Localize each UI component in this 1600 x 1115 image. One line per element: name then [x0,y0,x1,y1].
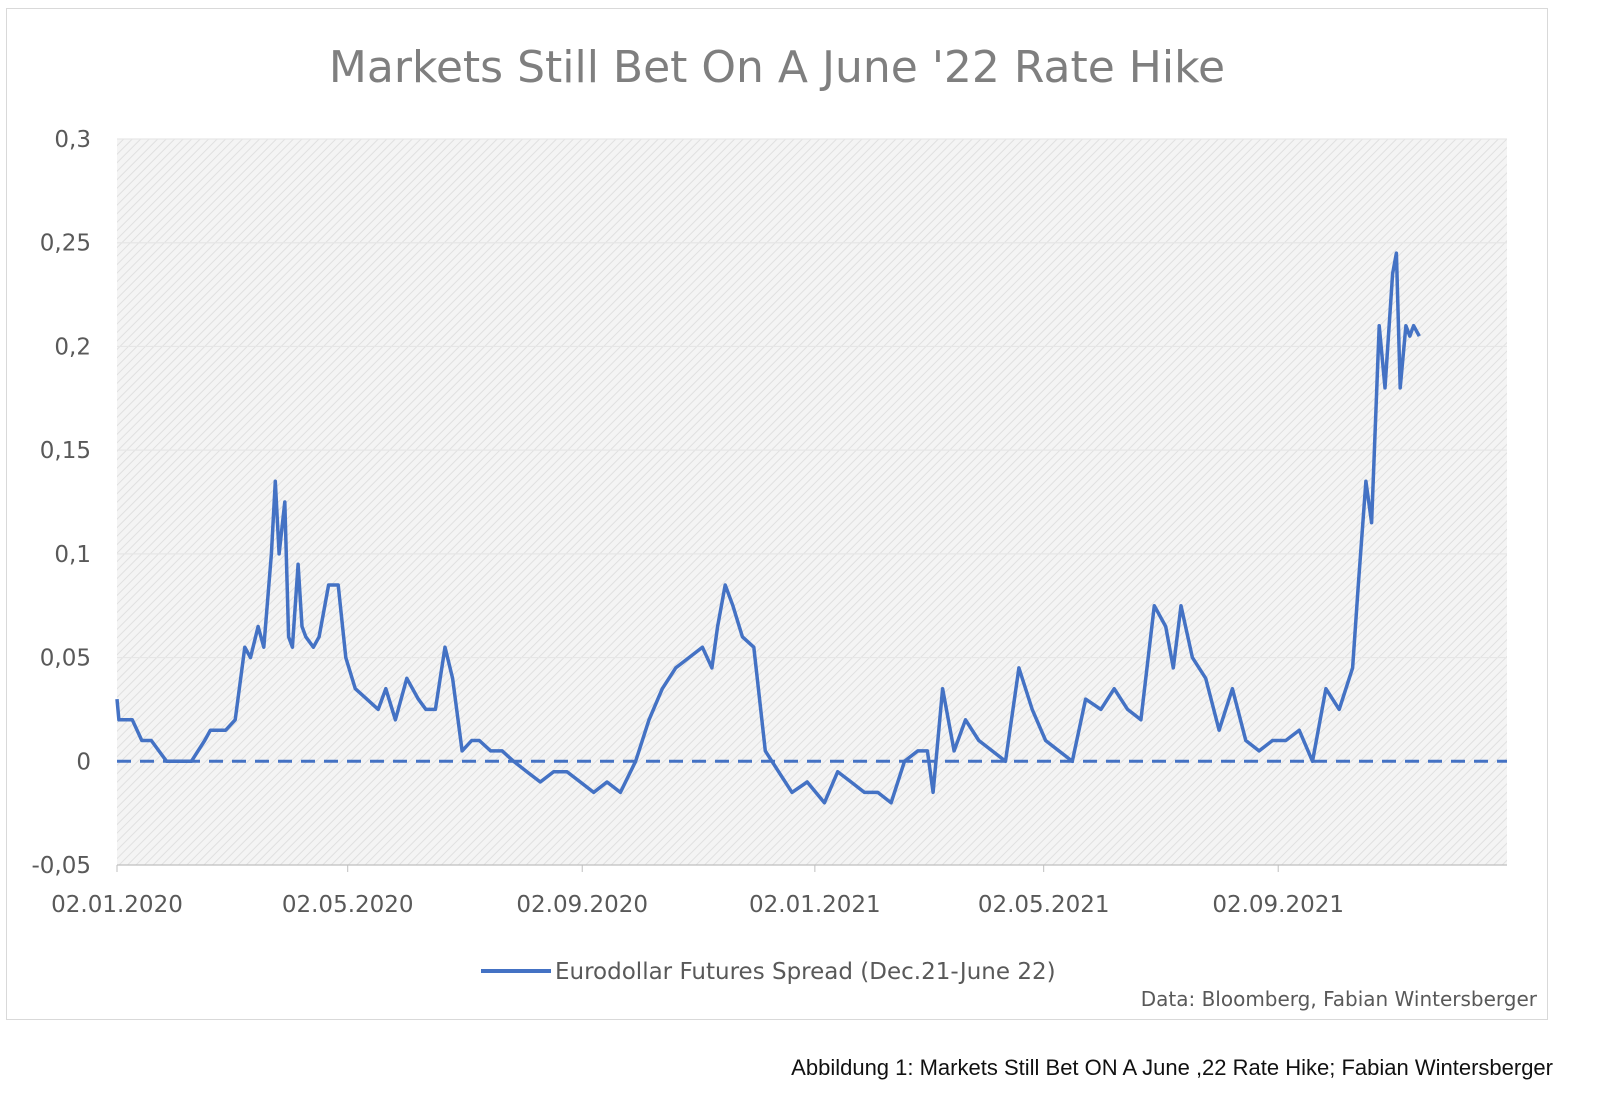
series-line-eurodollar-spread [115,251,1421,805]
y-tick-labels: 0,3 0,25 0,2 0,15 0,1 0,05 0 -0,05 [31,127,91,879]
x-tick-label: 02.05.2021 [978,892,1110,918]
chart-frame: Markets Still Bet On A June '22 Rate Hik… [6,8,1548,1020]
plot-area [117,139,1507,865]
x-tick-label: 02.09.2021 [1212,892,1344,918]
y-tick-label: -0,05 [31,853,91,879]
x-tick-label: 02.01.2021 [749,892,881,918]
x-tick-labels: 02.01.2020 02.05.2020 02.09.2020 02.01.2021… [51,892,1344,918]
y-tick-label: 0,05 [40,646,91,672]
chart-title: Markets Still Bet On A June '22 Rate Hik… [329,42,1225,93]
gridlines [117,138,1507,866]
source-note: Data: Bloomberg, Fabian Wintersberger [1141,987,1538,1011]
y-tick-label: 0,25 [40,231,91,257]
y-tick-label: 0,1 [54,542,91,568]
figure-caption: Abbildung 1: Markets Still Bet ON A June… [791,1055,1553,1080]
y-tick-label: 0 [76,749,91,775]
chart-svg: Markets Still Bet On A June '22 Rate Hik… [31,42,1538,1011]
y-tick-label: 0,15 [40,438,91,464]
x-axis-ticks [116,865,1279,872]
y-tick-label: 0,2 [54,334,91,360]
legend: Eurodollar Futures Spread (Dec.21-June 2… [481,959,1056,985]
y-tick-label: 0,3 [54,127,91,153]
x-tick-label: 02.09.2020 [516,892,648,918]
x-tick-label: 02.05.2020 [282,892,414,918]
legend-label: Eurodollar Futures Spread (Dec.21-June 2… [555,959,1056,985]
x-tick-label: 02.01.2020 [51,892,183,918]
